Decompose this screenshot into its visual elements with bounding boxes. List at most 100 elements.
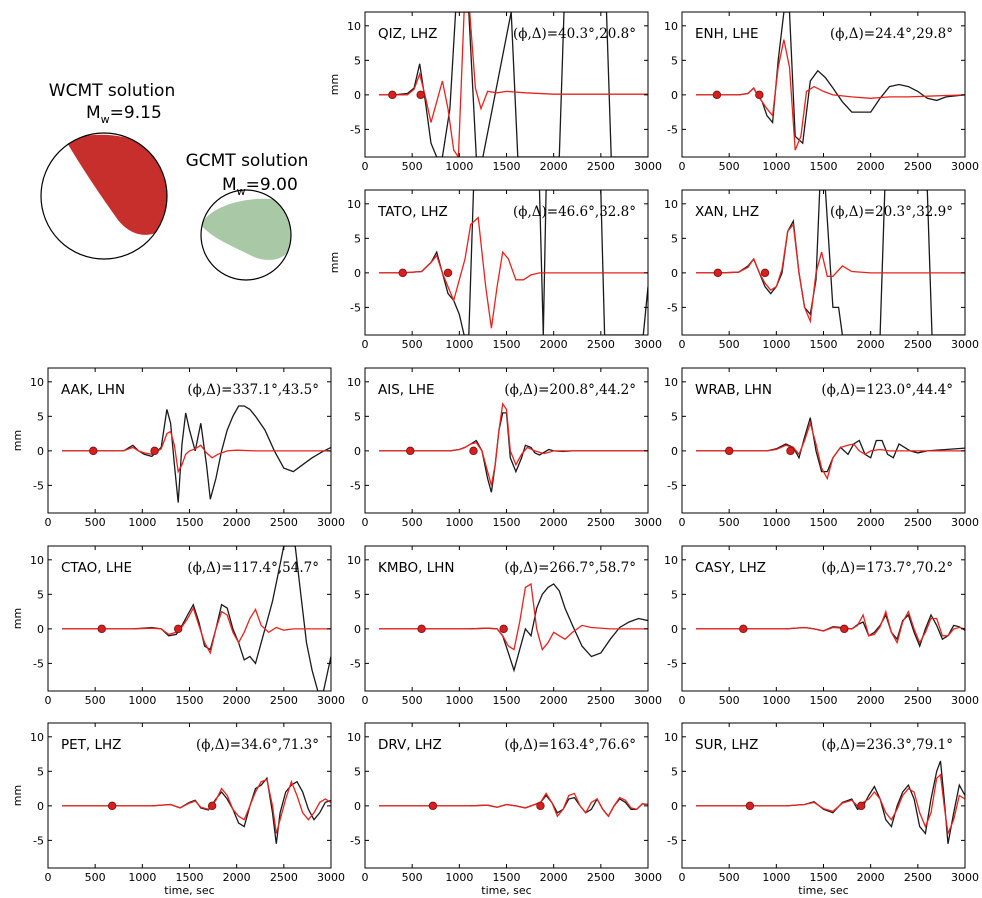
x-tick-label: 0	[362, 516, 369, 529]
y-tick-label: 0	[37, 623, 44, 636]
window-marker	[406, 446, 415, 456]
x-tick-label: 0	[679, 516, 686, 529]
gcmt-magnitude: Mw=9.00	[222, 175, 298, 198]
x-tick-label: 2000	[857, 160, 885, 173]
x-tick-label: 0	[362, 160, 369, 173]
x-tick-label: 1000	[128, 871, 156, 884]
observed-trace	[62, 546, 331, 691]
x-tick-label: 1000	[128, 694, 156, 707]
panel-ais: 0 500 1000 1500 2000 2500 3000 -5 0 5 10 AIS, LHE (ϕ…	[347, 367, 662, 529]
y-tick-label: 0	[671, 89, 678, 102]
x-tick-label: 500	[719, 338, 740, 351]
azimuth-distance-label: (ϕ,Δ)=24.4°,29.8°	[830, 26, 953, 42]
y-tick-label: 10	[30, 731, 44, 744]
panel-xan: 0 500 1000 1500 2000 2500 3000 -5 0 5 10 XAN, LHZ (ϕ…	[664, 189, 979, 351]
x-tick-label: 500	[402, 338, 423, 351]
y-tick-label: 10	[347, 554, 361, 567]
synthetic-trace	[379, 216, 648, 329]
x-tick-label: 500	[85, 694, 106, 707]
y-tick-label: 5	[354, 232, 361, 245]
azimuth-distance-label: (ϕ,Δ)=266.7°,58.7°	[504, 560, 636, 576]
x-tick-label: 500	[402, 516, 423, 529]
y-tick-label: -5	[33, 479, 44, 492]
y-tick-label: 10	[30, 376, 44, 389]
x-tick-label: 3000	[634, 160, 662, 173]
synthetic-trace	[62, 778, 331, 834]
x-tick-label: 2500	[904, 871, 932, 884]
x-tick-label: 2000	[857, 516, 885, 529]
azimuth-distance-label: (ϕ,Δ)=117.4°,54.7°	[187, 560, 319, 576]
x-tick-label: 0	[45, 516, 52, 529]
panel-kmbo: 0 500 1000 1500 2000 2500 3000 -5 0 5 10 KMBO, LHN (…	[347, 545, 662, 707]
x-tick-label: 500	[402, 160, 423, 173]
x-tick-label: 1500	[176, 516, 204, 529]
x-tick-label: 0	[45, 694, 52, 707]
synthetic-trace	[62, 606, 331, 655]
wcmt-compressional-quadrant	[66, 134, 167, 235]
window-marker	[173, 624, 183, 634]
synthetic-trace	[696, 773, 965, 836]
panel-sur: 0 500 1000 1500 2000 2500 3000 -5 0 5 10 time, sec S…	[664, 722, 979, 897]
y-tick-label: 0	[354, 89, 361, 102]
y-tick-label: 0	[354, 623, 361, 636]
x-tick-label: 2500	[270, 516, 298, 529]
y-tick-label: 0	[37, 800, 44, 813]
window-marker	[712, 90, 722, 100]
window-marker	[499, 624, 508, 634]
x-tick-label: 2500	[904, 694, 932, 707]
x-tick-label: 3000	[634, 338, 662, 351]
wcmt-title: WCMT solution	[49, 81, 175, 101]
x-tick-label: 500	[402, 694, 423, 707]
y-axis-label: mm	[11, 785, 24, 806]
synthetic-trace	[379, 792, 648, 818]
y-axis-label: mm	[11, 608, 24, 629]
x-tick-label: 2500	[904, 516, 932, 529]
y-tick-label: 10	[664, 20, 678, 33]
window-marker	[416, 90, 425, 100]
x-tick-label: 2500	[904, 160, 932, 173]
panel-tato: 0 500 1000 1500 2000 2500 3000 -5 0 5 10 mm TATO, LH…	[328, 189, 662, 351]
x-tick-label: 1000	[445, 694, 473, 707]
station-label: TATO, LHZ	[377, 204, 448, 220]
window-marker	[469, 446, 478, 456]
x-tick-label: 500	[402, 871, 423, 884]
y-tick-label: 0	[37, 445, 44, 458]
synthetic-trace	[696, 222, 965, 324]
x-tick-label: 3000	[317, 694, 345, 707]
y-axis-label: mm	[11, 430, 24, 451]
x-tick-label: 0	[362, 871, 369, 884]
y-axis-label: mm	[328, 74, 341, 95]
synthetic-trace	[379, 402, 648, 486]
y-tick-label: -5	[33, 657, 44, 670]
y-tick-label: 5	[671, 410, 678, 423]
x-tick-label: 1000	[445, 160, 473, 173]
x-tick-label: 3000	[951, 516, 979, 529]
x-tick-label: 1500	[493, 160, 521, 173]
y-tick-label: 10	[664, 376, 678, 389]
x-tick-label: 500	[719, 160, 740, 173]
gcmt-mw-symbol: M	[222, 175, 237, 195]
synthetic-trace	[696, 39, 965, 151]
observed-trace	[62, 405, 331, 503]
y-tick-label: -5	[667, 301, 678, 314]
y-tick-label: -5	[33, 834, 44, 847]
x-tick-label: 2000	[540, 516, 568, 529]
x-tick-label: 2000	[857, 871, 885, 884]
y-tick-label: 5	[354, 588, 361, 601]
gcmt-compressional-quadrant	[201, 198, 291, 260]
y-tick-label: 5	[37, 765, 44, 778]
y-tick-label: 0	[671, 445, 678, 458]
y-tick-label: 10	[664, 198, 678, 211]
y-tick-label: 10	[664, 554, 678, 567]
y-tick-label: 0	[354, 445, 361, 458]
x-tick-label: 500	[719, 516, 740, 529]
panel-wrab: 0 500 1000 1500 2000 2500 3000 -5 0 5 10 WRAB, LHN (…	[664, 367, 979, 529]
x-tick-label: 0	[45, 871, 52, 884]
wcmt-mw-value: =9.15	[110, 103, 162, 123]
x-tick-label: 500	[719, 871, 740, 884]
x-tick-label: 3000	[317, 871, 345, 884]
x-tick-label: 1000	[762, 338, 790, 351]
y-tick-label: -5	[667, 657, 678, 670]
x-tick-label: 1500	[810, 160, 838, 173]
